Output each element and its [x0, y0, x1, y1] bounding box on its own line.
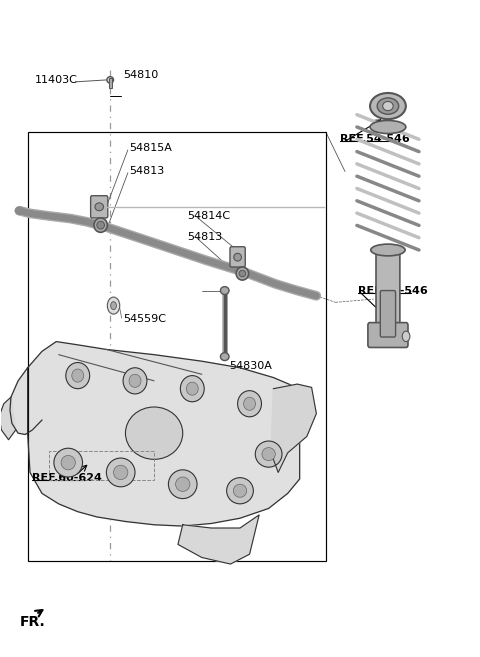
Ellipse shape: [61, 455, 75, 470]
Ellipse shape: [377, 98, 399, 114]
Polygon shape: [10, 368, 42, 434]
Ellipse shape: [176, 477, 190, 491]
Text: REF.54-546: REF.54-546: [359, 286, 428, 296]
Ellipse shape: [54, 448, 83, 477]
Ellipse shape: [371, 244, 405, 256]
Ellipse shape: [16, 208, 24, 214]
Ellipse shape: [107, 77, 114, 83]
Ellipse shape: [262, 447, 276, 461]
Text: FR.: FR.: [20, 614, 45, 629]
Ellipse shape: [107, 458, 135, 487]
Polygon shape: [271, 384, 316, 472]
Ellipse shape: [66, 363, 90, 389]
Ellipse shape: [180, 376, 204, 402]
Ellipse shape: [129, 374, 141, 388]
Ellipse shape: [95, 203, 104, 211]
Ellipse shape: [125, 407, 183, 459]
Ellipse shape: [233, 484, 247, 497]
Ellipse shape: [186, 382, 198, 396]
FancyBboxPatch shape: [230, 247, 245, 267]
FancyBboxPatch shape: [91, 196, 108, 218]
Text: 54813: 54813: [129, 166, 165, 177]
Bar: [49, 451, 154, 480]
Ellipse shape: [114, 465, 128, 480]
Ellipse shape: [227, 478, 253, 504]
Ellipse shape: [220, 353, 229, 361]
Ellipse shape: [239, 270, 246, 277]
Ellipse shape: [168, 470, 197, 499]
Ellipse shape: [94, 218, 108, 233]
Circle shape: [108, 297, 120, 314]
Polygon shape: [28, 342, 300, 526]
Text: 11403C: 11403C: [35, 75, 78, 85]
Circle shape: [402, 331, 410, 342]
Ellipse shape: [72, 369, 84, 382]
FancyBboxPatch shape: [368, 323, 408, 348]
Ellipse shape: [243, 397, 255, 410]
Text: REF.60-624: REF.60-624: [33, 472, 102, 483]
Text: 54810: 54810: [123, 70, 158, 79]
FancyBboxPatch shape: [380, 290, 396, 337]
FancyBboxPatch shape: [376, 247, 400, 328]
Text: 54813: 54813: [188, 232, 223, 242]
Ellipse shape: [220, 286, 229, 294]
Ellipse shape: [97, 221, 105, 229]
Text: 54814C: 54814C: [188, 211, 230, 221]
Ellipse shape: [370, 93, 406, 119]
Ellipse shape: [234, 253, 241, 261]
Ellipse shape: [255, 441, 282, 467]
Ellipse shape: [236, 267, 249, 280]
Polygon shape: [178, 515, 259, 564]
Text: REF.54-546: REF.54-546: [340, 134, 410, 144]
Text: 54815A: 54815A: [129, 143, 172, 153]
Bar: [109, 78, 112, 89]
Text: 54830A: 54830A: [229, 361, 272, 371]
Ellipse shape: [383, 101, 393, 110]
Circle shape: [111, 302, 116, 309]
Bar: [28, 132, 326, 560]
Polygon shape: [0, 397, 16, 440]
Ellipse shape: [238, 391, 262, 417]
Text: 54559C: 54559C: [123, 314, 166, 325]
Ellipse shape: [370, 120, 406, 133]
Ellipse shape: [123, 368, 147, 394]
